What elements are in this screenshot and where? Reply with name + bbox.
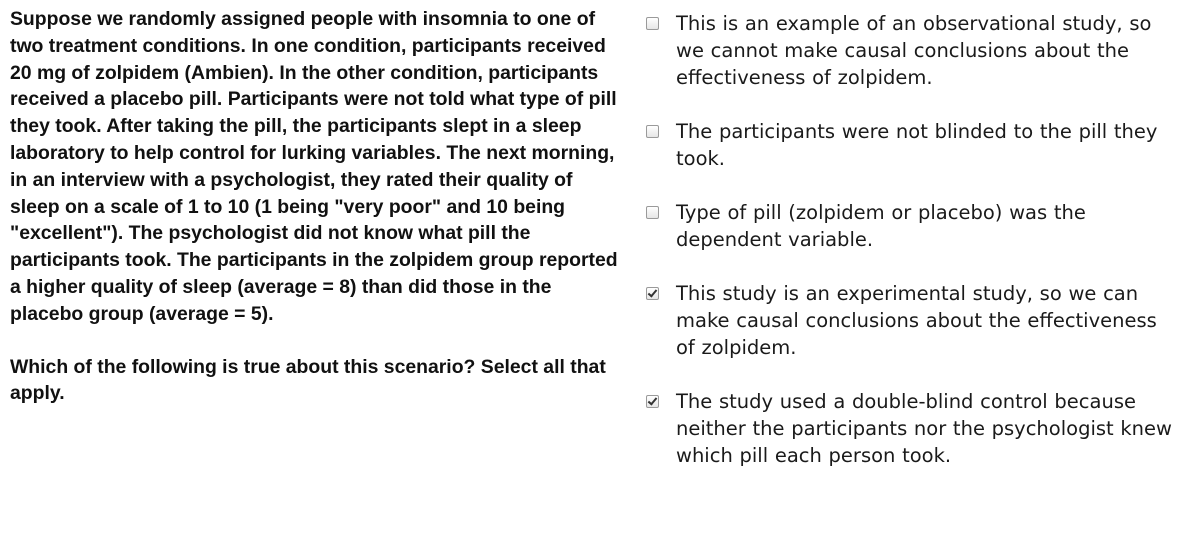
checkbox[interactable] [646, 287, 659, 300]
answer-options: This is an example of an observational s… [641, 10, 1176, 496]
answer-option-label[interactable]: This study is an experimental study, so … [676, 282, 1157, 359]
checkbox[interactable] [646, 17, 659, 30]
question-panel: Suppose we randomly assigned people with… [10, 6, 622, 407]
answer-option-label[interactable]: The participants were not blinded to the… [676, 120, 1158, 170]
question-scenario: Suppose we randomly assigned people with… [10, 8, 618, 325]
answer-option-label[interactable]: Type of pill (zolpidem or placebo) was t… [676, 201, 1086, 251]
checkbox[interactable] [646, 125, 659, 138]
answer-option-label[interactable]: This is an example of an observational s… [676, 12, 1152, 89]
answer-option[interactable]: This study is an experimental study, so … [641, 280, 1176, 361]
question-prompt: Which of the following is true about thi… [10, 355, 606, 405]
answer-option[interactable]: This is an example of an observational s… [641, 10, 1176, 91]
answer-option[interactable]: The study used a double-blind control be… [641, 388, 1176, 469]
checkbox[interactable] [646, 206, 659, 219]
answer-option[interactable]: The participants were not blinded to the… [641, 118, 1176, 172]
answer-option-label[interactable]: The study used a double-blind control be… [676, 390, 1172, 467]
checkbox[interactable] [646, 395, 659, 408]
answer-option[interactable]: Type of pill (zolpidem or placebo) was t… [641, 199, 1176, 253]
checkmark-icon [647, 395, 658, 406]
checkmark-icon [647, 287, 658, 298]
